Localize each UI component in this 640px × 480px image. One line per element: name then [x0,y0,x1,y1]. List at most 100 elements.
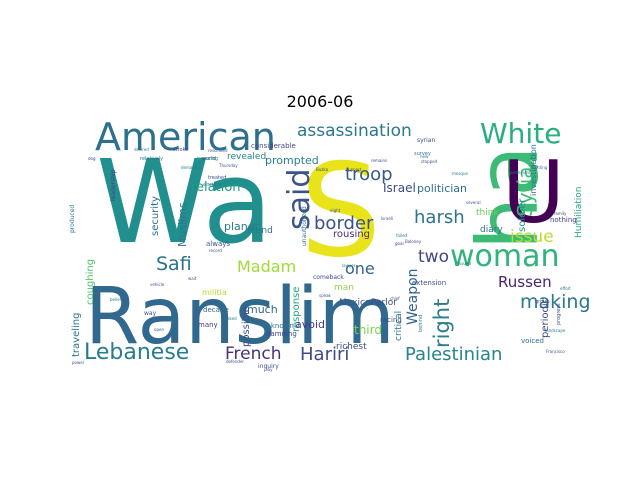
word-goal: goal [395,241,404,246]
word-rescinded: rescinded [208,148,228,153]
word-open: open [154,327,164,332]
word-revealed: revealed [227,152,266,162]
word-hariri: Hariri [300,344,349,365]
word-israeli: Israeli [381,216,393,221]
word-extension: extension [412,279,446,287]
word-prominent: prominent [510,170,531,175]
word-speak: speak [319,293,332,298]
word-american: American [95,115,276,159]
word-unknown: unknown [262,322,294,330]
word-weapon: Weapon [405,268,421,325]
word-many: many [198,321,218,329]
word-militia: militia [202,288,227,297]
word-comeback: comeback [313,274,344,281]
word-demand: demand [181,165,198,170]
word-lawyer: lawyer [342,263,356,268]
word-response: response [291,287,302,332]
word-lebanese: Lebanese [84,340,189,365]
word-voiced: voiced [521,337,544,345]
word-pressing: pressing [197,156,218,162]
word-coughing: coughing [85,259,96,305]
word-remains: remains [371,158,387,163]
word-soldier: soldier [517,198,528,232]
word-think: think [476,208,499,218]
word-border: border [314,213,374,234]
word-group: group [535,299,550,305]
word-harsh: harsh [414,207,465,228]
word-traveling: traveling [71,313,82,357]
word-fighting: fighting [532,165,548,170]
chart-title: 2006-06 [286,92,354,111]
word-right: right [430,299,454,348]
word-desired: desired [134,147,149,152]
word-relatively: relatively [140,156,163,162]
word-effort: effort [560,286,571,291]
word-much: much [247,303,278,316]
word-critical: critical [394,311,404,341]
word-stroke: stroke [173,147,188,153]
word-treated: treated [208,175,226,181]
word-decade: decade [203,306,229,314]
word-new: new [420,154,429,159]
word-white: White [480,117,561,150]
word-stopped: stopped [421,159,438,164]
word-nothing: nothing [550,216,577,224]
word-troop: troop [345,164,393,185]
word-eight: eight [330,208,341,213]
word-ha: ha [459,145,557,250]
word-avoid: avoid [295,318,325,331]
word-establish: establish [203,182,221,187]
word-thursday: Thursday [218,163,238,168]
word-failed: failed [396,233,408,238]
word-several: several [466,200,481,205]
word-rousing: rousing [333,229,370,240]
word-richest: richest [336,342,367,352]
word-ranslim: Ranslim [85,272,395,362]
word-said: said [282,169,317,230]
word-vehicle: vehicle [150,282,165,287]
word-dog: dog [88,156,96,161]
word-possible: possible [241,306,252,347]
word-woman: woman [450,239,560,274]
word-family: family [554,211,567,216]
word-humiliation: Humiliation [574,187,584,239]
word-survey: survey [414,151,431,157]
word-progress: progress [556,303,562,325]
word-muslims: Muslims [176,202,189,247]
word-landscape: landscape [545,328,566,333]
word-found: found [247,226,273,236]
word-baloney: Baloney [405,239,422,244]
word-asked: asked [225,316,237,321]
word-man: man [334,283,354,293]
word-mexico: Mexico [339,298,371,308]
word-inquiry: inquiry [258,363,279,370]
word-prompted: prompted [265,154,319,167]
word-produced: produced [69,205,76,233]
word-belief: belief [110,297,122,302]
word-chief: chief [390,296,400,301]
word-one: one [345,259,375,278]
word-periodic: periodic [540,298,551,338]
word-madam: Madam [237,257,296,276]
word-defender: defender [226,359,244,364]
word-always: always [206,240,230,248]
word-syria: Syria [513,166,537,217]
word-u: U [502,143,565,243]
word-relation: relation [191,180,241,195]
word-record: record [209,248,222,253]
word-racing: racing [380,316,402,324]
word-safi: Safi [156,253,192,275]
word-mosque: mosque [452,171,469,176]
word-issued: issued [458,261,471,266]
word-play: play [264,367,273,372]
word-power: power [72,360,85,365]
word-parlor: Parlor [371,298,397,308]
word-unauthorized: unauthorized [301,206,308,246]
word-wait: wait [188,276,197,281]
word-damning: damning [266,330,297,338]
word-behind: behind [418,315,424,332]
word-politician: politician [417,182,467,195]
word-wa: Wa [96,136,273,270]
word-planet: planet [224,220,260,233]
